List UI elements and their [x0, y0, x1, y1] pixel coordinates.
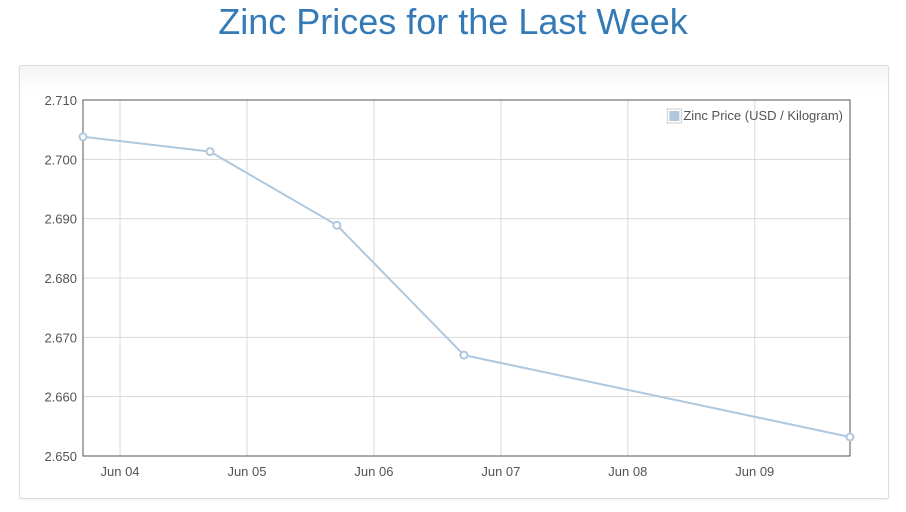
y-tick-label: 2.670 [44, 330, 77, 345]
x-tick-label: Jun 08 [608, 464, 647, 479]
x-tick-label: Jun 05 [227, 464, 266, 479]
data-point [845, 432, 855, 442]
y-tick-label: 2.650 [44, 449, 77, 464]
series-layer [78, 132, 855, 442]
data-point [205, 147, 215, 157]
y-tick-label: 2.660 [44, 390, 77, 405]
data-point [459, 350, 469, 360]
data-point [332, 220, 342, 230]
x-tick-label: Jun 04 [101, 464, 140, 479]
page-title: Zinc Prices for the Last Week [218, 1, 688, 42]
x-tick-label: Jun 09 [735, 464, 774, 479]
plot-frame [82, 99, 851, 457]
chart-panel [19, 65, 889, 499]
legend-swatch-fill [669, 111, 680, 121]
y-tick-label: 2.690 [44, 212, 77, 227]
y-axis-tick-labels: 2.710 2.700 2.690 2.680 2.670 2.660 2.650 [44, 93, 77, 464]
legend[interactable]: Zinc Price (USD / Kilogram) [666, 108, 843, 124]
x-axis-tick-labels: Jun 04 Jun 05 Jun 06 Jun 07 Jun 08 Jun 09 [101, 464, 775, 479]
y-tick-label: 2.710 [44, 93, 77, 108]
y-tick-label: 2.680 [44, 271, 77, 286]
x-tick-label: Jun 07 [481, 464, 520, 479]
grid-lines [83, 99, 850, 457]
series-line [82, 135, 851, 438]
legend-label: Zinc Price (USD / Kilogram) [683, 108, 843, 123]
y-tick-label: 2.700 [44, 152, 77, 167]
x-tick-label: Jun 06 [354, 464, 393, 479]
data-point [78, 132, 88, 142]
